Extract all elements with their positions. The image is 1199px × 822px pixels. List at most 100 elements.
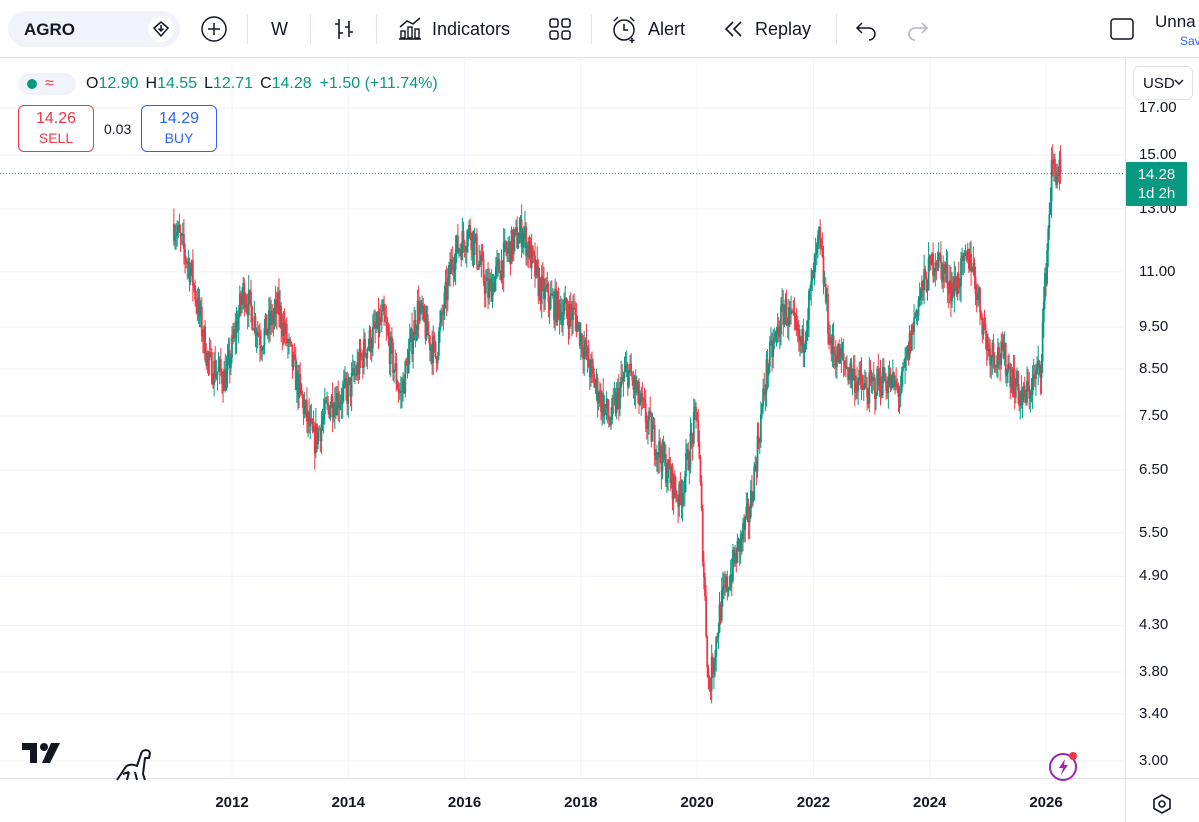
candle-body bbox=[988, 344, 990, 349]
settings-gear-icon[interactable] bbox=[1151, 793, 1173, 815]
candle-body bbox=[813, 255, 816, 279]
candle-body bbox=[1048, 214, 1051, 229]
candle-body bbox=[363, 339, 365, 368]
candle-body bbox=[336, 393, 339, 416]
candle-body bbox=[941, 262, 943, 282]
indicators-button[interactable]: Indicators bbox=[396, 12, 510, 46]
candle-body bbox=[960, 257, 962, 287]
candle-body bbox=[742, 522, 744, 540]
price-chart[interactable] bbox=[0, 58, 1199, 822]
candle-body bbox=[456, 235, 459, 253]
candle-body bbox=[730, 573, 733, 581]
candle-body bbox=[810, 280, 813, 289]
candle-body bbox=[803, 344, 806, 353]
candle-body bbox=[834, 355, 837, 368]
candle-body bbox=[364, 339, 366, 355]
add-symbol-button[interactable] bbox=[200, 12, 228, 46]
candle-body bbox=[687, 449, 690, 470]
candle-body bbox=[174, 236, 176, 241]
candle-body bbox=[398, 392, 401, 394]
candle-body bbox=[280, 305, 283, 329]
dinosaur-icon[interactable] bbox=[115, 744, 155, 784]
alert-button[interactable]: Alert bbox=[610, 12, 685, 46]
candle-body bbox=[838, 344, 841, 364]
toolbar-divider bbox=[247, 14, 248, 44]
candle-body bbox=[213, 360, 216, 385]
buy-price: 14.29 bbox=[158, 110, 200, 127]
legend-toggle[interactable]: ≈ bbox=[18, 73, 76, 95]
candle-body bbox=[578, 322, 581, 346]
candle-body bbox=[1024, 393, 1027, 403]
candle-body bbox=[208, 352, 211, 361]
candle-body bbox=[973, 262, 976, 278]
candle-body bbox=[238, 293, 241, 315]
candle-body bbox=[636, 381, 639, 390]
candle-body bbox=[351, 368, 354, 373]
candle-body bbox=[439, 322, 441, 332]
interval-button[interactable]: W bbox=[271, 12, 288, 46]
sell-button[interactable]: 14.26 SELL bbox=[18, 105, 94, 152]
close-label: C bbox=[260, 75, 272, 92]
candle-body bbox=[781, 303, 784, 306]
candle-body bbox=[762, 388, 765, 407]
undo-button[interactable] bbox=[853, 12, 879, 46]
candle-body bbox=[861, 384, 864, 390]
candle-body bbox=[895, 380, 898, 384]
candle-body bbox=[412, 340, 415, 355]
candle-body bbox=[871, 377, 874, 382]
tradingview-logo-icon[interactable] bbox=[22, 742, 66, 764]
candle-body bbox=[437, 331, 440, 356]
fullscreen-button[interactable] bbox=[1108, 12, 1136, 46]
candle-body bbox=[805, 330, 808, 341]
candle-body bbox=[322, 414, 325, 421]
candle-body bbox=[188, 261, 191, 282]
candle-body bbox=[994, 365, 997, 368]
candle-body bbox=[851, 372, 854, 381]
candle-body bbox=[802, 329, 805, 353]
candle-body bbox=[869, 372, 872, 377]
candle-body bbox=[390, 336, 393, 344]
candle-body bbox=[376, 311, 379, 328]
candle-body bbox=[554, 288, 557, 321]
lightning-notification-icon[interactable] bbox=[1048, 750, 1080, 782]
candle-body bbox=[812, 270, 815, 279]
candle-body bbox=[1023, 385, 1026, 394]
candle-body bbox=[890, 375, 893, 389]
buy-button[interactable]: 14.29 BUY bbox=[141, 105, 217, 152]
save-status[interactable]: Sav bbox=[1180, 34, 1199, 48]
candle-body bbox=[964, 252, 967, 255]
price-tick-label: 4.90 bbox=[1139, 567, 1169, 585]
candle-body bbox=[635, 389, 638, 393]
candle-body bbox=[645, 423, 648, 429]
candle-body bbox=[586, 348, 589, 356]
replay-button[interactable]: Replay bbox=[721, 12, 811, 46]
candle-body bbox=[406, 361, 409, 374]
diamond-download-icon[interactable] bbox=[148, 16, 174, 42]
redo-button[interactable] bbox=[905, 12, 931, 46]
symbol-search-button[interactable]: AGRO bbox=[8, 11, 180, 47]
candle-body bbox=[421, 302, 423, 313]
candle-body bbox=[413, 320, 416, 341]
candle-body bbox=[927, 258, 930, 291]
candle-body bbox=[1018, 390, 1021, 407]
candle-body bbox=[605, 398, 608, 408]
candle-body bbox=[294, 357, 297, 390]
layout-name[interactable]: Unna bbox=[1155, 12, 1196, 31]
candle-body bbox=[623, 371, 626, 379]
candle-body bbox=[753, 466, 756, 501]
candle-body bbox=[998, 347, 1000, 361]
candle-body bbox=[814, 253, 817, 256]
sell-price: 14.26 bbox=[35, 110, 77, 127]
candle-body bbox=[806, 319, 809, 331]
candle-body bbox=[541, 276, 544, 279]
templates-button[interactable] bbox=[546, 12, 574, 46]
candle-body bbox=[341, 388, 344, 404]
candle-body bbox=[379, 317, 382, 323]
candle-body bbox=[345, 377, 347, 386]
bar-style-button[interactable] bbox=[330, 12, 358, 46]
candle-body bbox=[770, 340, 772, 343]
candle-body bbox=[403, 378, 406, 394]
currency-select[interactable]: USD bbox=[1133, 66, 1193, 100]
candle-body bbox=[513, 229, 516, 237]
candle-body bbox=[1030, 392, 1033, 396]
